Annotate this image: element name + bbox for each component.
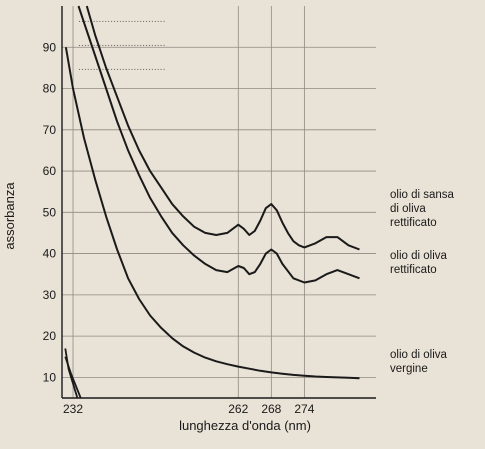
grid — [62, 6, 376, 398]
series-label-3: olio di oliva vergine — [390, 349, 447, 375]
svg-text:..............................: .............................. — [78, 61, 166, 73]
extra-curve-2 — [64, 356, 82, 399]
series-label-1: olio di sansa di oliva rettificato — [390, 189, 455, 229]
y-tick-label: 10 — [43, 370, 57, 384]
series-label-line: rettificato — [390, 217, 437, 229]
y-tick-label: 40 — [43, 247, 57, 261]
series-line-2 — [77, 5, 360, 284]
y-tick-label: 60 — [43, 164, 57, 178]
series-label-line: olio di sansa — [390, 189, 455, 201]
series-label-line: vergine — [390, 363, 428, 375]
series-line-3 — [64, 47, 360, 380]
series-label-line: di oliva — [390, 203, 426, 215]
y-tick-label: 80 — [43, 82, 57, 96]
x-tick-label: 262 — [228, 402, 248, 416]
series-lines — [64, 5, 360, 399]
axes: 10 20 30 40 50 60 70 80 90 232 262 268 274 — [43, 6, 376, 416]
y-tick-label: 20 — [43, 329, 57, 343]
series-label-line: olio di oliva — [390, 250, 447, 262]
series-label-line: rettificato — [390, 264, 437, 276]
svg-text:..............................: .............................. — [78, 37, 166, 49]
x-axis-label: lunghezza d'onda (nm) — [179, 418, 311, 433]
svg-text:..............................: .............................. — [78, 13, 166, 25]
x-tick-label: 268 — [261, 402, 281, 416]
y-tick-label: 90 — [43, 40, 57, 54]
series-label-2: olio di oliva rettificato — [390, 250, 447, 276]
y-axis-label: assorbanza — [2, 182, 17, 250]
series-line-1 — [85, 5, 360, 251]
y-tick-label: 70 — [43, 123, 57, 137]
x-tick-label: 274 — [294, 402, 314, 416]
series-label-line: olio di oliva — [390, 349, 447, 361]
x-tick-label: 232 — [63, 402, 83, 416]
y-tick-label: 30 — [43, 288, 57, 302]
y-tick-label: 50 — [43, 205, 57, 219]
